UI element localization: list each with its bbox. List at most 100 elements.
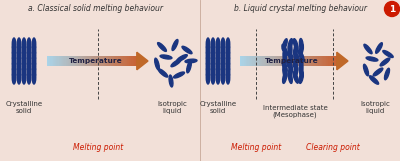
Bar	[116, 56, 118, 66]
Ellipse shape	[206, 43, 210, 57]
Bar	[61, 56, 62, 66]
Ellipse shape	[294, 50, 298, 61]
Bar	[271, 56, 273, 66]
Ellipse shape	[172, 39, 178, 51]
Bar	[98, 56, 99, 66]
Ellipse shape	[27, 55, 31, 67]
Bar	[130, 56, 132, 66]
Bar	[301, 56, 302, 66]
Ellipse shape	[211, 60, 215, 73]
Ellipse shape	[226, 49, 230, 62]
Bar	[84, 56, 86, 66]
Ellipse shape	[288, 44, 292, 56]
Bar	[328, 56, 330, 66]
Ellipse shape	[27, 38, 31, 51]
Bar	[100, 56, 102, 66]
Ellipse shape	[282, 44, 288, 56]
Bar	[104, 56, 105, 66]
Ellipse shape	[160, 55, 172, 59]
Bar	[335, 56, 336, 66]
Bar	[126, 56, 127, 66]
Ellipse shape	[12, 66, 16, 79]
Ellipse shape	[288, 66, 292, 78]
Ellipse shape	[221, 71, 225, 84]
Bar	[296, 56, 298, 66]
Ellipse shape	[158, 69, 168, 77]
Ellipse shape	[366, 57, 378, 61]
Text: Temperature: Temperature	[265, 58, 319, 64]
Bar	[279, 56, 280, 66]
Text: Crystalline
solid: Crystalline solid	[200, 101, 236, 114]
Bar	[287, 56, 289, 66]
Bar	[137, 56, 139, 66]
Ellipse shape	[221, 38, 225, 51]
Bar	[240, 56, 242, 66]
Bar	[107, 56, 109, 66]
Ellipse shape	[206, 71, 210, 84]
Bar	[268, 56, 269, 66]
Bar	[133, 56, 134, 66]
Bar	[252, 56, 254, 66]
Bar	[285, 56, 286, 66]
Ellipse shape	[364, 44, 372, 54]
Ellipse shape	[206, 66, 210, 79]
Ellipse shape	[294, 44, 298, 56]
Ellipse shape	[216, 43, 220, 57]
Ellipse shape	[288, 50, 292, 61]
Bar	[292, 56, 294, 66]
Text: b. Liquid crystal melting behaviour: b. Liquid crystal melting behaviour	[234, 4, 366, 13]
Ellipse shape	[299, 66, 303, 78]
Ellipse shape	[206, 49, 210, 62]
Ellipse shape	[211, 66, 215, 79]
Bar	[332, 56, 334, 66]
Bar	[62, 56, 64, 66]
Bar	[315, 56, 316, 66]
Ellipse shape	[282, 61, 287, 72]
Ellipse shape	[380, 58, 390, 66]
Bar	[75, 56, 76, 66]
Bar	[288, 56, 290, 66]
Ellipse shape	[27, 43, 31, 57]
Bar	[276, 56, 278, 66]
Bar	[53, 56, 54, 66]
Bar	[295, 56, 296, 66]
Ellipse shape	[283, 72, 287, 83]
Bar	[291, 56, 293, 66]
Bar	[274, 56, 275, 66]
Text: Melting point: Melting point	[73, 143, 123, 152]
Ellipse shape	[206, 55, 210, 67]
Ellipse shape	[206, 60, 210, 73]
Ellipse shape	[216, 66, 220, 79]
Bar	[132, 56, 133, 66]
Bar	[127, 56, 128, 66]
Ellipse shape	[17, 71, 21, 84]
Ellipse shape	[182, 46, 192, 54]
Bar	[281, 56, 283, 66]
Bar	[282, 56, 284, 66]
Ellipse shape	[293, 55, 298, 67]
Bar	[321, 56, 322, 66]
Ellipse shape	[221, 49, 225, 62]
Ellipse shape	[216, 55, 220, 67]
Bar	[264, 56, 265, 66]
Bar	[115, 56, 117, 66]
Bar	[99, 56, 100, 66]
Ellipse shape	[177, 55, 187, 61]
Ellipse shape	[216, 60, 220, 73]
Bar	[68, 56, 69, 66]
Bar	[122, 56, 124, 66]
Bar	[102, 56, 104, 66]
Ellipse shape	[294, 66, 298, 78]
Ellipse shape	[185, 59, 197, 63]
Bar	[70, 56, 72, 66]
Bar	[54, 56, 55, 66]
Ellipse shape	[17, 38, 21, 51]
Ellipse shape	[384, 68, 390, 80]
Text: Melting point: Melting point	[231, 143, 281, 152]
Ellipse shape	[226, 38, 230, 51]
Circle shape	[384, 1, 400, 16]
Bar	[83, 56, 84, 66]
Bar	[337, 56, 339, 66]
Bar	[308, 56, 310, 66]
Ellipse shape	[288, 61, 292, 72]
